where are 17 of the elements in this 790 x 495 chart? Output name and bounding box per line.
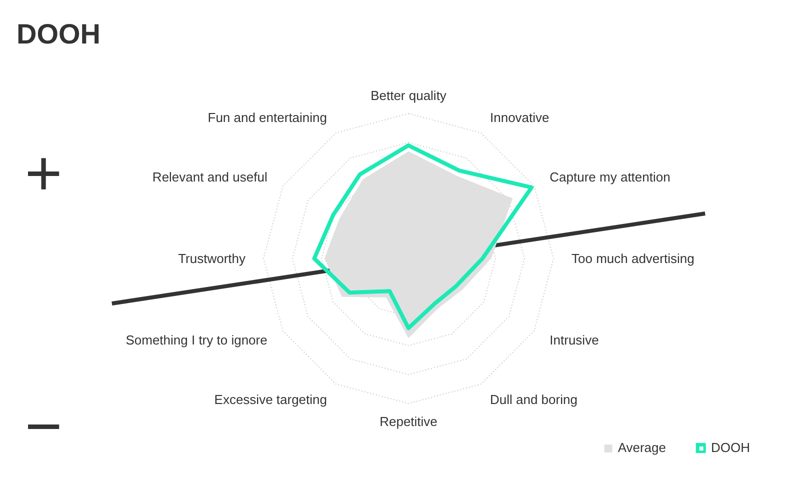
spoke-label: Better quality [370, 88, 447, 103]
legend-label: Average [618, 440, 666, 455]
spoke-label: Innovative [490, 110, 550, 125]
text: + [24, 137, 62, 209]
spoke-label: Fun and entertaining [208, 110, 328, 125]
text: − [24, 390, 62, 462]
spoke-label: Capture my attention [550, 170, 670, 184]
chart-title: DOOH [16, 18, 100, 50]
spoke-label: Excessive targeting [214, 392, 328, 408]
spoke-label: Too much advertising [572, 251, 694, 266]
spoke-label: Dull and boring [490, 392, 578, 408]
spoke-label: Intrusive [550, 332, 599, 348]
spoke-label: Something I try to ignore [126, 332, 268, 348]
spoke-label: Relevant and useful [152, 170, 268, 184]
legend-label: DOOH [711, 440, 750, 455]
spoke-label: Trustworthy [178, 251, 246, 266]
spoke-label: Repetitive [380, 414, 438, 429]
